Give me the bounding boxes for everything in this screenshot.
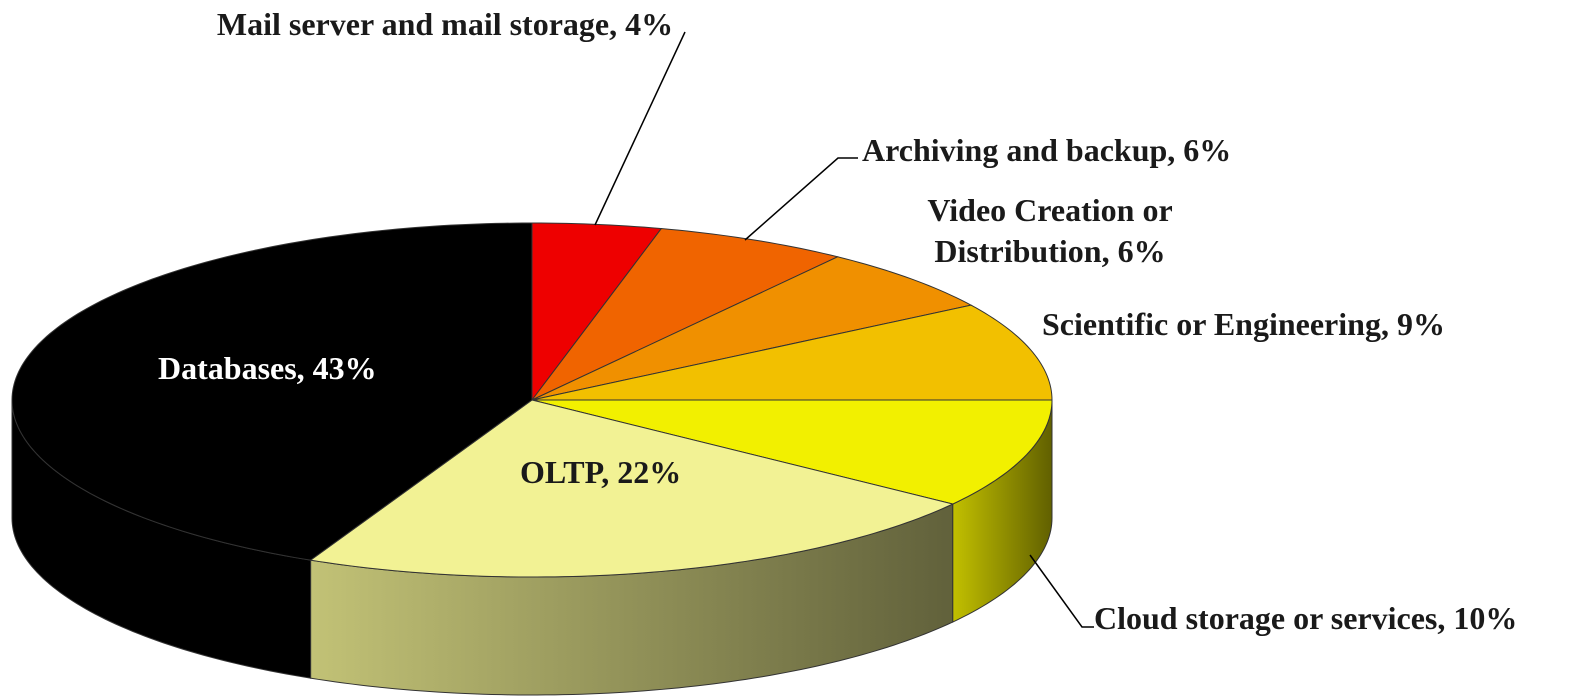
slice <box>531 256 973 401</box>
slice-label: Video Creation or Distribution, 6% <box>900 190 1200 272</box>
leader-lines <box>594 31 1094 628</box>
category: Scientific or Engineering, <box>1042 306 1389 342</box>
slice-label: Cloud storage or services, 10% <box>1094 598 1517 639</box>
slice-label: Mail server and mail storage, 4% <box>205 4 685 45</box>
slice <box>531 304 1053 401</box>
slice <box>531 222 663 402</box>
slice <box>531 228 840 401</box>
value-label: 4% <box>625 6 674 42</box>
category: OLTP, <box>520 454 610 490</box>
value-label: 6% <box>1183 132 1232 168</box>
leader-line <box>744 157 858 241</box>
value-label: 6% <box>1117 233 1166 269</box>
slice-label: Scientific or Engineering, 9% <box>1042 304 1445 345</box>
category: Mail server and mail storage, <box>216 6 618 42</box>
category: Archiving and backup, <box>862 132 1176 168</box>
category: Video Creation or Distribution, <box>927 192 1173 269</box>
slice <box>531 399 1053 505</box>
category: Databases, <box>158 350 305 386</box>
slice-label: Archiving and backup, 6% <box>862 130 1231 171</box>
slice-label: OLTP, 22% <box>520 452 681 493</box>
value-label: 22% <box>617 454 682 490</box>
slice <box>11 222 533 561</box>
category: Cloud storage or services, <box>1094 600 1446 636</box>
value-label: 43% <box>312 350 377 386</box>
leader-line <box>594 31 686 226</box>
value-label: 10% <box>1453 600 1518 636</box>
slice-label: Databases, 43% <box>158 348 377 389</box>
value-label: 9% <box>1396 306 1445 342</box>
slices <box>11 222 1053 696</box>
leader-line <box>1029 554 1094 628</box>
